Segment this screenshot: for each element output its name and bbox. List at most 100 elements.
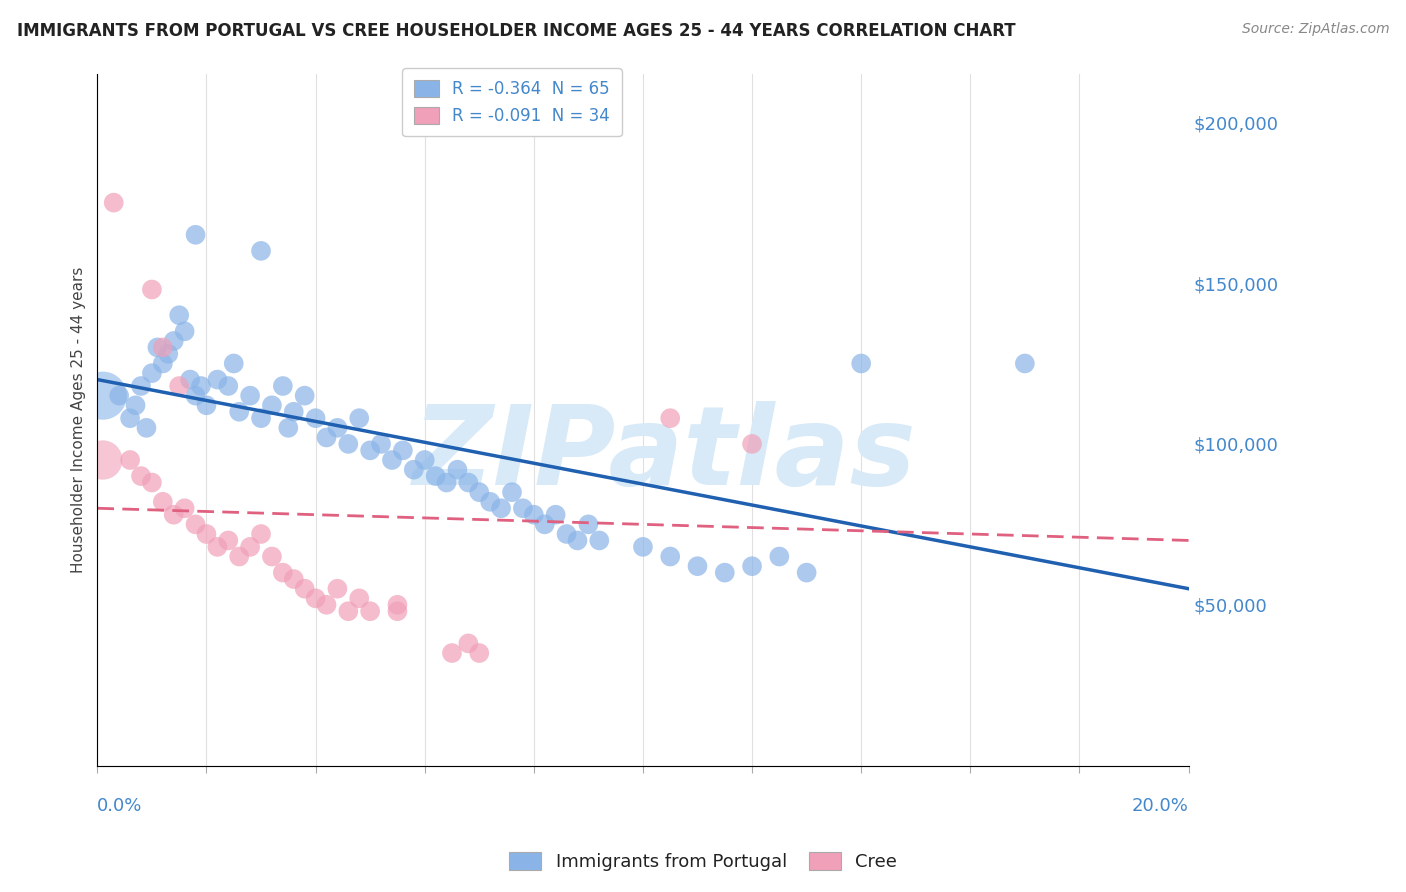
Point xyxy=(392,443,415,458)
Point xyxy=(152,495,174,509)
Point xyxy=(555,527,578,541)
Point xyxy=(217,533,239,548)
Point xyxy=(446,463,468,477)
Point xyxy=(370,437,392,451)
Point xyxy=(163,508,186,522)
Point xyxy=(91,453,114,467)
Point xyxy=(512,501,534,516)
Point xyxy=(659,411,682,425)
Point xyxy=(387,598,409,612)
Point xyxy=(260,398,283,412)
Point xyxy=(184,389,207,403)
Point xyxy=(163,334,186,348)
Point xyxy=(207,540,229,554)
Point xyxy=(250,527,273,541)
Point xyxy=(359,443,381,458)
Point xyxy=(457,475,479,490)
Point xyxy=(271,379,294,393)
Point xyxy=(440,646,463,660)
Point xyxy=(217,379,239,393)
Point xyxy=(468,485,491,500)
Point xyxy=(250,244,273,258)
Point xyxy=(315,598,337,612)
Point xyxy=(195,527,218,541)
Text: Source: ZipAtlas.com: Source: ZipAtlas.com xyxy=(1241,22,1389,37)
Point xyxy=(184,517,207,532)
Point xyxy=(239,389,262,403)
Point xyxy=(129,469,152,483)
Point xyxy=(713,566,735,580)
Point xyxy=(659,549,682,564)
Point xyxy=(741,437,763,451)
Point xyxy=(501,485,523,500)
Point xyxy=(588,533,610,548)
Point xyxy=(120,411,142,425)
Point xyxy=(179,373,201,387)
Point xyxy=(250,411,273,425)
Text: 20.0%: 20.0% xyxy=(1132,797,1188,814)
Point xyxy=(141,475,163,490)
Point xyxy=(283,405,305,419)
Legend: Immigrants from Portugal, Cree: Immigrants from Portugal, Cree xyxy=(502,845,904,879)
Point xyxy=(381,453,404,467)
Text: 0.0%: 0.0% xyxy=(97,797,143,814)
Point xyxy=(239,540,262,554)
Point xyxy=(349,591,371,606)
Text: ZIPatlas: ZIPatlas xyxy=(413,401,917,508)
Point xyxy=(576,517,599,532)
Point xyxy=(359,604,381,618)
Point xyxy=(304,591,326,606)
Point xyxy=(468,646,491,660)
Point xyxy=(337,437,360,451)
Point xyxy=(544,508,567,522)
Point xyxy=(315,430,337,444)
Point xyxy=(851,356,873,370)
Point xyxy=(387,604,409,618)
Point xyxy=(146,340,169,354)
Point xyxy=(402,463,425,477)
Point xyxy=(124,398,146,412)
Point xyxy=(91,389,114,403)
Point xyxy=(326,582,349,596)
Point xyxy=(167,308,190,322)
Point xyxy=(173,324,195,338)
Point xyxy=(120,453,142,467)
Point xyxy=(141,283,163,297)
Point xyxy=(222,356,245,370)
Point xyxy=(567,533,589,548)
Point xyxy=(157,347,180,361)
Point xyxy=(768,549,790,564)
Point xyxy=(129,379,152,393)
Point xyxy=(294,582,316,596)
Point xyxy=(349,411,371,425)
Point xyxy=(152,356,174,370)
Point xyxy=(533,517,555,532)
Point xyxy=(436,475,458,490)
Point xyxy=(425,469,447,483)
Point xyxy=(277,421,299,435)
Point xyxy=(294,389,316,403)
Point xyxy=(228,405,250,419)
Point xyxy=(190,379,212,393)
Point xyxy=(796,566,818,580)
Point xyxy=(228,549,250,564)
Point xyxy=(271,566,294,580)
Point xyxy=(184,227,207,242)
Point xyxy=(686,559,709,574)
Point xyxy=(326,421,349,435)
Point xyxy=(173,501,195,516)
Point xyxy=(631,540,654,554)
Point xyxy=(337,604,360,618)
Point xyxy=(207,373,229,387)
Point xyxy=(152,340,174,354)
Point xyxy=(103,195,125,210)
Point xyxy=(741,559,763,574)
Point xyxy=(1014,356,1036,370)
Point xyxy=(141,366,163,380)
Point xyxy=(523,508,546,522)
Point xyxy=(135,421,157,435)
Point xyxy=(108,389,131,403)
Point xyxy=(479,495,502,509)
Point xyxy=(167,379,190,393)
Legend: R = -0.364  N = 65, R = -0.091  N = 34: R = -0.364 N = 65, R = -0.091 N = 34 xyxy=(402,69,621,136)
